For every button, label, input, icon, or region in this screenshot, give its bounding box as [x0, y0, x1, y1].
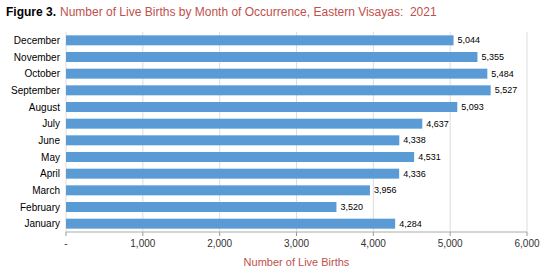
category-label: July: [42, 118, 60, 129]
tick-mark: [219, 232, 220, 236]
bar: [66, 35, 454, 45]
category-label: December: [14, 35, 61, 46]
data-label: 4,336: [403, 169, 426, 179]
grid: [66, 32, 527, 232]
grid-line: [527, 32, 528, 232]
tick-label: 1,000: [130, 238, 155, 249]
bar: [66, 185, 370, 195]
category-label: June: [38, 135, 60, 146]
tick-mark: [66, 232, 67, 236]
x-axis-label: Number of Live Births: [244, 256, 350, 268]
category-label: November: [14, 52, 61, 63]
bar: [66, 85, 491, 95]
data-label: 4,284: [399, 219, 422, 229]
data-labels: 4,284 3,520 3,956 4,336 4,531 4,3384,637 5,093…: [340, 35, 517, 228]
category-label: January: [24, 218, 60, 229]
bar: [66, 219, 395, 229]
axis-line: [66, 232, 527, 233]
tick-label: 4,000: [361, 238, 386, 249]
data-label: 4,637: [426, 119, 449, 129]
bar: [66, 152, 414, 162]
tick-label: 3,000: [284, 238, 309, 249]
tick-mark: [296, 232, 297, 236]
category-label: August: [29, 102, 60, 113]
bars: [66, 35, 491, 228]
data-label: 5,484: [491, 69, 514, 79]
title-main: Figure 3.: [6, 5, 56, 19]
data-label: 3,956: [374, 185, 397, 195]
tick-mark: [373, 232, 374, 236]
x-axis: - 1,000 2,000 3,000 4,000 5,000 6,000: [64, 232, 540, 249]
bar: [66, 69, 487, 79]
data-label: 5,093: [461, 102, 484, 112]
bar: [66, 135, 399, 145]
data-label: 5,527: [495, 85, 518, 95]
tick-mark: [142, 232, 143, 236]
bar: [66, 119, 422, 129]
data-label: 3,520: [340, 202, 363, 212]
data-label: 5,355: [481, 52, 504, 62]
data-label: 4,338: [403, 135, 426, 145]
category-label: October: [24, 68, 60, 79]
tick-label: -: [64, 238, 67, 249]
title-rest: Number of Live Births by Month of Occurr…: [60, 5, 437, 19]
title: Figure 3. Number of Live Births by Month …: [6, 5, 437, 19]
category-label: February: [20, 202, 60, 213]
category-label: May: [41, 152, 60, 163]
bar: [66, 169, 399, 179]
data-label: 5,044: [458, 35, 481, 45]
category-label: March: [32, 185, 60, 196]
tick-label: 2,000: [207, 238, 232, 249]
y-axis: January February March April May June July Augu…: [11, 35, 61, 229]
category-label: April: [40, 168, 60, 179]
data-label: 4,531: [418, 152, 441, 162]
tick-label: 6,000: [514, 238, 539, 249]
tick-label: 5,000: [438, 238, 463, 249]
category-label: September: [11, 85, 61, 96]
chart: Figure 3. Number of Live Births by Month …: [0, 0, 551, 274]
bar: [66, 202, 336, 212]
tick-mark: [450, 232, 451, 236]
bar: [66, 52, 477, 62]
tick-mark: [527, 232, 528, 236]
bar: [66, 102, 457, 112]
